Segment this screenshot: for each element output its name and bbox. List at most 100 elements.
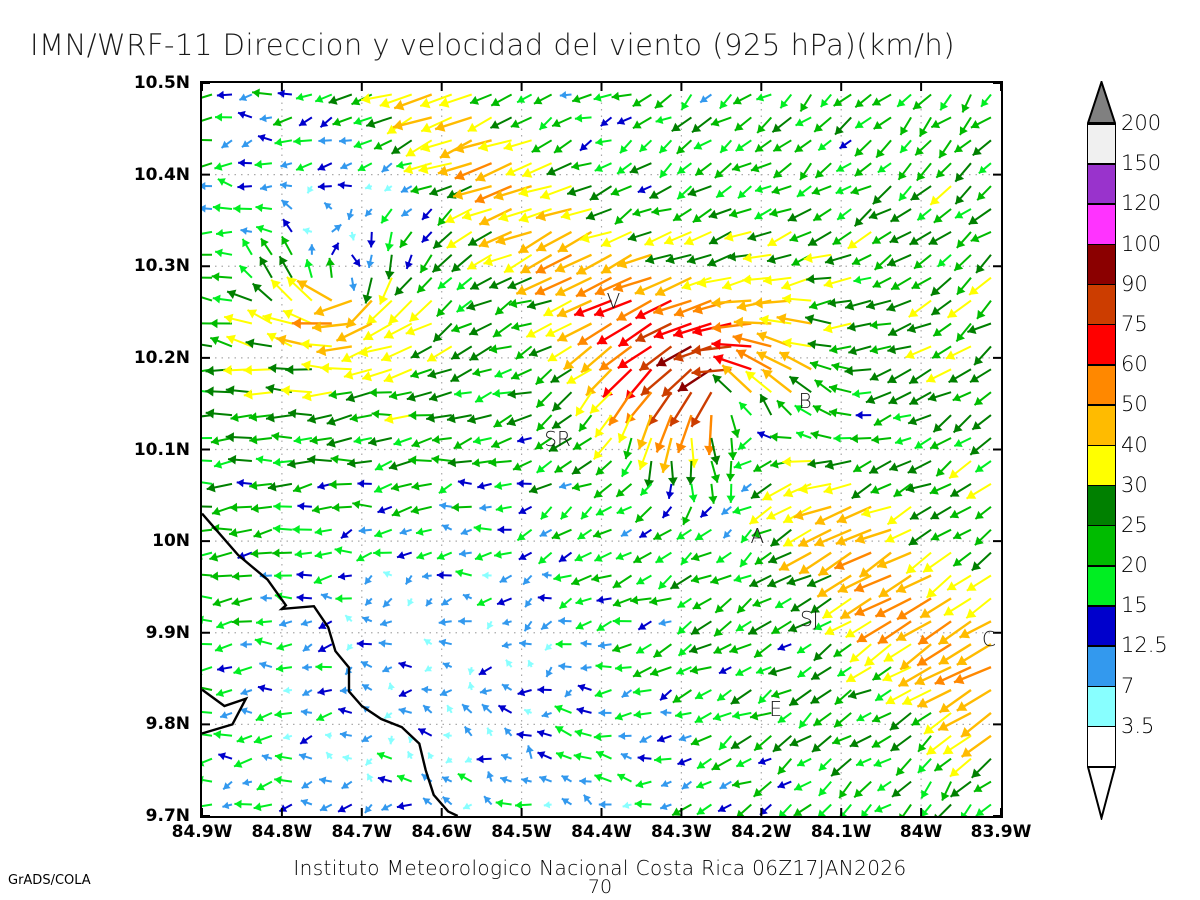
wind-vector <box>955 322 972 343</box>
wind-vector <box>772 162 792 179</box>
wind-vector <box>812 208 832 222</box>
wind-vector <box>788 375 812 394</box>
wind-vector <box>210 436 233 446</box>
wind-vector <box>411 437 433 448</box>
wind-vector <box>217 752 233 761</box>
wind-vector <box>418 162 452 175</box>
wind-vector <box>813 116 832 133</box>
wind-vector <box>521 776 532 785</box>
wind-vector <box>493 550 512 559</box>
x-tick-label: 84.7W <box>331 822 393 842</box>
wind-vector <box>868 460 892 475</box>
wind-vector <box>325 257 335 278</box>
wind-vector <box>769 432 792 442</box>
wind-vector <box>953 254 972 272</box>
wind-vector <box>205 408 233 419</box>
wind-vector <box>202 666 213 675</box>
wind-vector <box>639 734 652 744</box>
wind-vector <box>543 299 572 317</box>
wind-vector <box>910 185 932 201</box>
wind-vector <box>245 338 273 349</box>
wind-vector <box>854 139 872 157</box>
wind-vector <box>554 460 573 474</box>
wind-vector <box>694 162 713 177</box>
wind-vector <box>975 803 992 816</box>
wind-vector <box>358 526 372 535</box>
wind-vector <box>660 780 672 788</box>
wind-vector <box>243 365 272 376</box>
colorbar-bottom-arrow <box>1087 766 1116 820</box>
wind-vector <box>730 689 752 705</box>
wind-vector <box>300 708 313 717</box>
wind-vector <box>807 458 832 469</box>
wind-vector <box>220 139 233 149</box>
wind-vector <box>396 774 413 783</box>
wind-vector <box>612 616 632 626</box>
wind-vector <box>410 185 432 195</box>
wind-vector <box>810 689 832 705</box>
wind-vector <box>420 116 453 133</box>
wind-vector <box>770 689 792 699</box>
wind-vector <box>930 299 952 316</box>
wind-vector <box>654 414 673 453</box>
wind-vector <box>777 643 792 651</box>
wind-vector <box>535 207 572 222</box>
wind-vector <box>436 571 452 580</box>
wind-vector <box>899 139 912 154</box>
wind-vector <box>973 391 992 406</box>
wind-vector <box>893 483 912 498</box>
wind-vector <box>276 642 293 651</box>
wind-vector <box>381 665 393 673</box>
wind-vector <box>807 339 832 350</box>
wind-vector <box>492 388 512 398</box>
wind-vector <box>393 93 433 111</box>
wind-vector <box>325 751 334 760</box>
colorbar-divider <box>1087 243 1116 246</box>
page-title: IMN/WRF-11 Direccion y velocidad del vie… <box>30 28 956 62</box>
wind-vector <box>748 506 772 525</box>
wind-vector <box>463 725 473 737</box>
wind-vector <box>905 551 932 575</box>
wind-vector <box>899 116 912 136</box>
wind-vector <box>212 294 233 304</box>
wind-vector <box>419 254 433 274</box>
wind-vector <box>874 689 892 702</box>
wind-vector <box>644 460 655 489</box>
wind-vector <box>382 570 393 578</box>
wind-vector <box>424 665 433 673</box>
wind-vector <box>803 252 832 263</box>
wind-vector <box>878 574 912 598</box>
wind-vector <box>808 299 832 310</box>
wind-vector <box>976 185 992 201</box>
wind-vector <box>854 597 892 617</box>
wind-vector <box>495 799 512 808</box>
wind-vector <box>853 574 892 593</box>
wind-vector <box>337 572 352 581</box>
wind-vector <box>636 574 652 585</box>
wind-vector <box>635 780 652 789</box>
x-tick-label: 84.4W <box>571 822 632 842</box>
wind-vector <box>516 435 532 444</box>
wind-vector <box>522 574 533 586</box>
wind-vector <box>818 757 832 772</box>
wind-vector <box>632 666 652 678</box>
wind-vector <box>598 800 612 809</box>
wind-vector <box>407 641 414 648</box>
wind-vector <box>317 162 333 171</box>
wind-vector <box>571 482 592 492</box>
wind-vector <box>398 661 412 669</box>
wind-vector <box>239 93 253 101</box>
wind-vector <box>399 527 412 536</box>
wind-vector <box>952 551 972 567</box>
wind-vector <box>969 368 992 384</box>
wind-vector <box>202 686 213 691</box>
wind-vector <box>373 548 392 558</box>
wind-vector <box>789 734 812 747</box>
wind-vector <box>560 208 592 221</box>
colorbar-tick-label: 30 <box>1121 472 1148 497</box>
wind-vector <box>658 139 673 154</box>
wind-vector <box>847 231 872 250</box>
wind-vector <box>696 757 712 770</box>
wind-vector <box>341 345 373 363</box>
wind-vector <box>202 276 213 279</box>
